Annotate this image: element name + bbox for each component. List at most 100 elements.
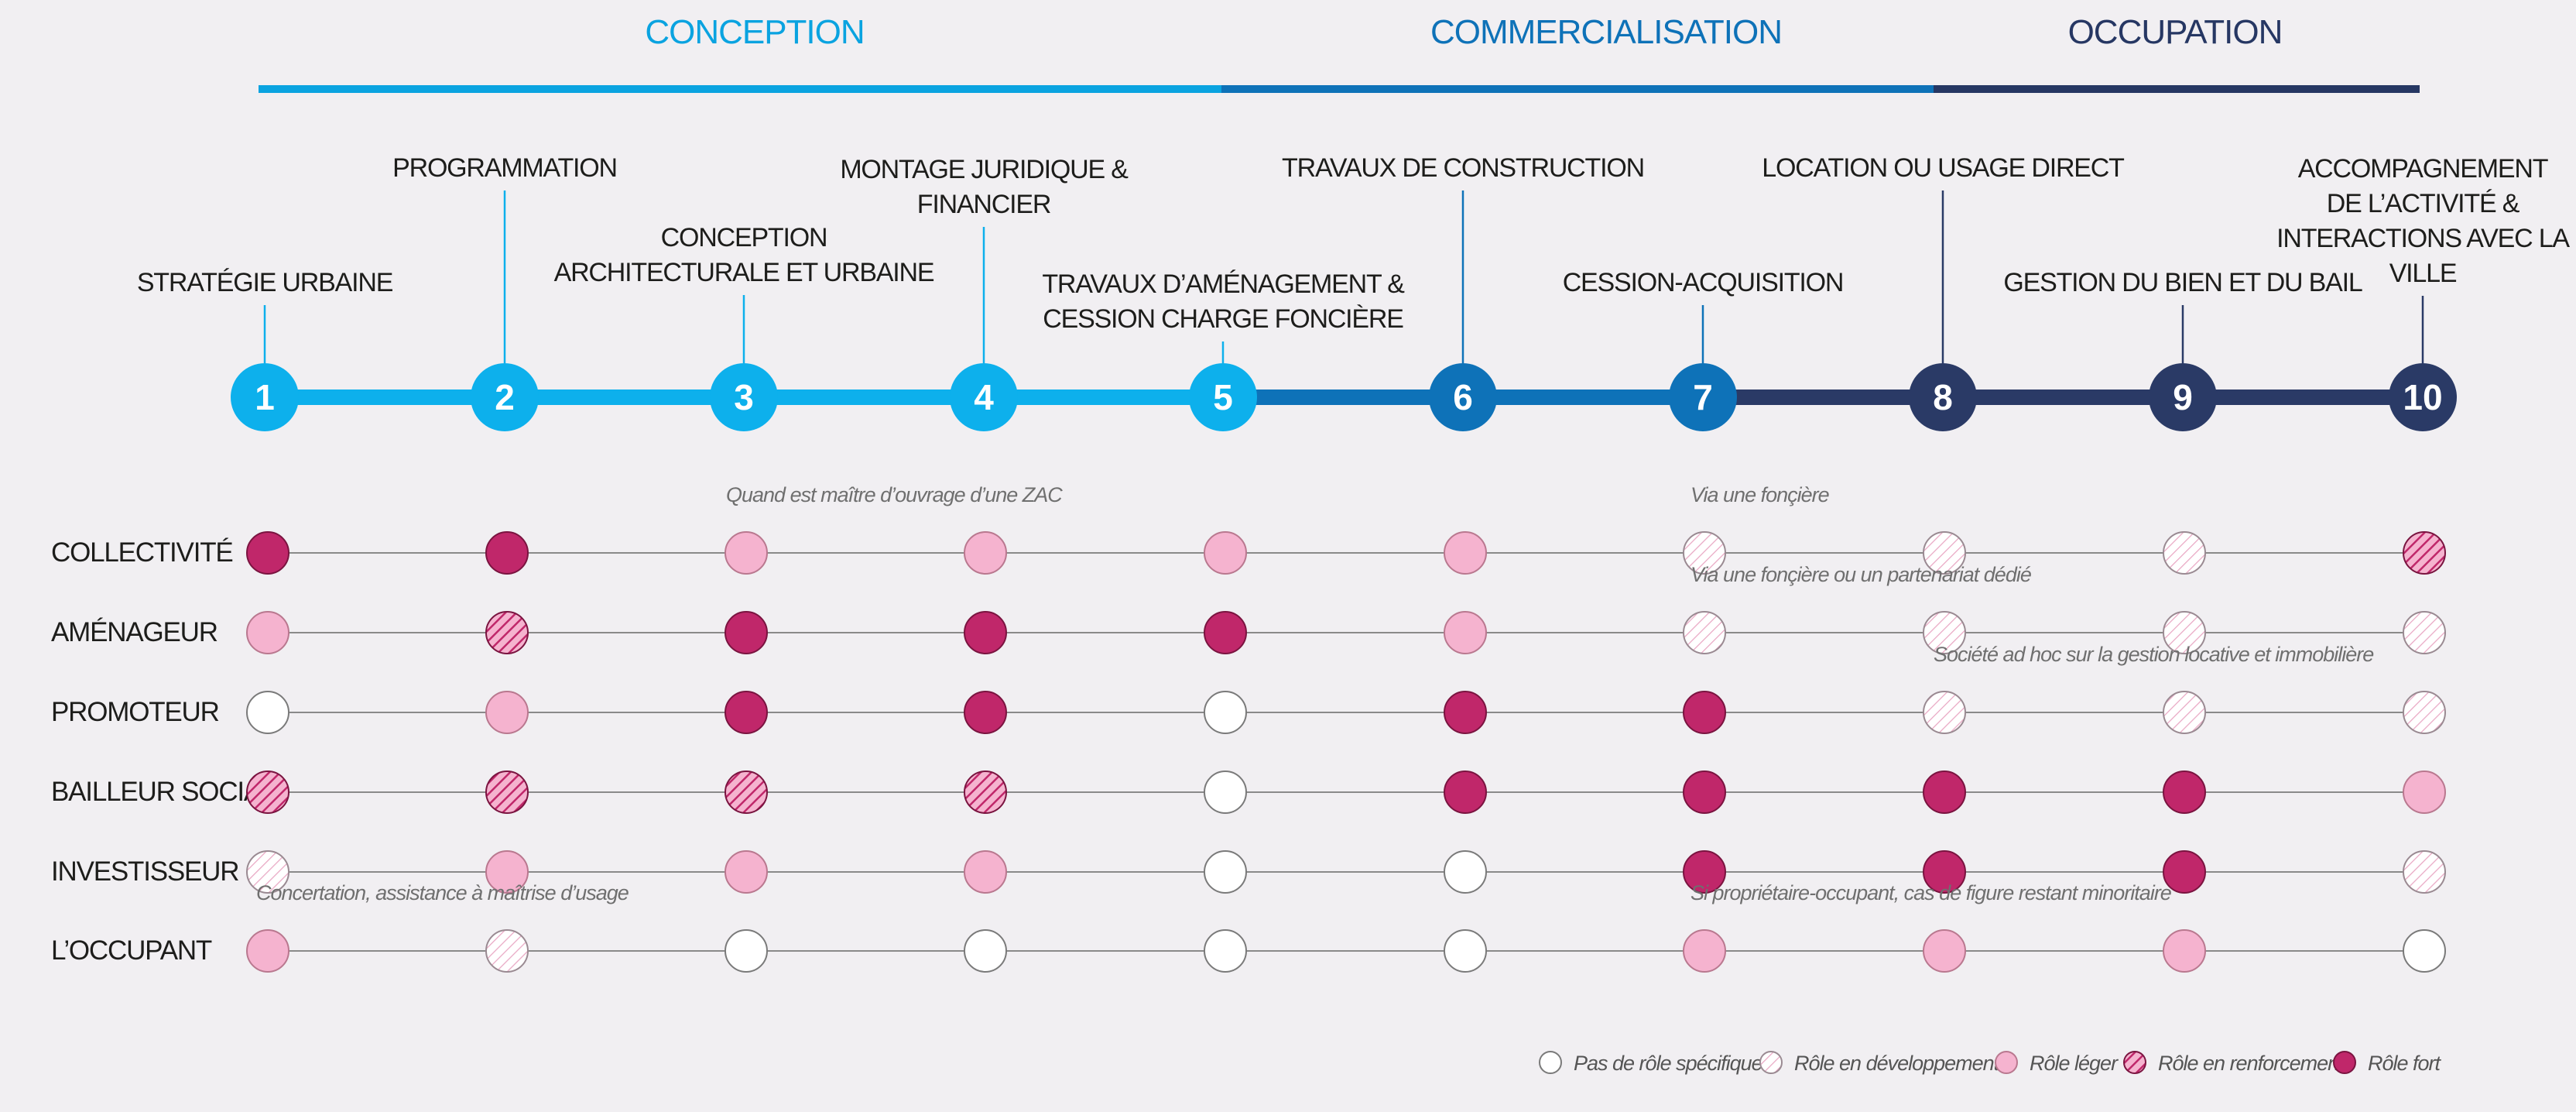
annotation-note: Si propriétaire-occupant, cas de figure … — [1690, 881, 2172, 904]
step-number: 6 — [1453, 377, 1473, 417]
step-circle — [710, 363, 778, 431]
step-circle — [1189, 363, 1257, 431]
step-circle — [2149, 363, 2217, 431]
role-dot-dev — [2403, 691, 2446, 734]
role-dot-renfort — [485, 611, 529, 654]
role-dot-fort — [1923, 771, 1966, 814]
legend-label: Pas de rôle spécifique — [1574, 1052, 1763, 1075]
role-dot-fort — [1683, 771, 1726, 814]
step-number: 7 — [1693, 377, 1713, 417]
step-circle — [2389, 363, 2457, 431]
annotations: Quand est maître d’ouvrage d’une ZAC Via … — [256, 483, 2375, 904]
actor-label: INVESTISSEUR — [51, 856, 238, 887]
role-dot-leger — [964, 531, 1007, 575]
legend-swatch-fort — [2333, 1051, 2356, 1074]
role-dot-leger — [1204, 531, 1247, 575]
step-label: CESSION-ACQUISITION — [1563, 268, 1844, 297]
role-dot-renfort — [724, 771, 768, 814]
step-circle — [1669, 363, 1737, 431]
step-label: DE L’ACTIVITÉ & — [2327, 189, 2520, 218]
role-dot-none — [246, 691, 289, 734]
step-label: PROGRAMMATION — [392, 153, 617, 183]
annotation-note: Via une fonçière — [1690, 483, 1830, 506]
legend-label: Rôle en développement — [1794, 1052, 2001, 1075]
step-number: 3 — [734, 377, 754, 417]
role-dot-dev — [2403, 850, 2446, 894]
step-circle — [1429, 363, 1497, 431]
role-dot-leger — [2403, 771, 2446, 814]
role-dot-dev — [246, 850, 289, 894]
legend: Pas de rôle spécifique Rôle en développem… — [1539, 1051, 2443, 1075]
step-number: 4 — [974, 377, 994, 417]
annotation-note: Via une fonçière ou un partenariat dédié — [1690, 563, 2032, 586]
step-circle — [471, 363, 539, 431]
role-dot-renfort — [485, 771, 529, 814]
step-circle — [231, 363, 299, 431]
step-label: TRAVAUX D’AMÉNAGEMENT & — [1042, 269, 1405, 299]
step-label: FINANCIER — [917, 190, 1050, 219]
step-label: CONCEPTION — [661, 223, 827, 252]
legend-label: Rôle fort — [2368, 1052, 2442, 1075]
phase-label: COMMERCIALISATION — [1430, 13, 1782, 51]
phase-label: CONCEPTION — [645, 13, 864, 51]
legend-swatch-dev — [1759, 1051, 1783, 1074]
legend-label: Rôle en renforcement — [2158, 1052, 2345, 1075]
role-dot-fort — [2163, 771, 2206, 814]
phase-label: OCCUPATION — [2068, 13, 2283, 51]
step-label: LOCATION OU USAGE DIRECT — [1762, 153, 2124, 183]
role-dot-leger — [485, 850, 529, 894]
step-number: 2 — [495, 377, 515, 417]
role-dot-none — [1204, 771, 1247, 814]
role-dot-dev — [485, 929, 529, 973]
role-dot-none — [1444, 929, 1487, 973]
role-dot-leger — [1923, 929, 1966, 973]
role-dot-renfort — [2403, 531, 2446, 575]
role-dot-dev — [1923, 611, 1966, 654]
step-label: GESTION DU BIEN ET DU BAIL — [2003, 268, 2362, 297]
step-number: 10 — [2403, 377, 2442, 417]
role-dot-fort — [485, 531, 529, 575]
step-label: VILLE — [2389, 259, 2457, 288]
role-dot-leger — [246, 929, 289, 973]
role-dot-leger — [2163, 929, 2206, 973]
legend-label: Rôle léger — [2030, 1052, 2119, 1075]
step-label: TRAVAUX DE CONSTRUCTION — [1282, 153, 1644, 183]
legend-swatch-renfort — [2123, 1051, 2146, 1074]
role-dot-leger — [1444, 531, 1487, 575]
role-dot-none — [1204, 691, 1247, 734]
role-dot-fort — [246, 531, 289, 575]
actor-label: AMÉNAGEUR — [51, 617, 218, 647]
role-dot-fort — [1444, 691, 1487, 734]
actor-label: COLLECTIVITÉ — [51, 537, 233, 568]
role-dot-leger — [1683, 929, 1726, 973]
step-label: INTERACTIONS AVEC LA — [2276, 224, 2570, 253]
role-dot-leger — [724, 531, 768, 575]
role-dot-fort — [724, 691, 768, 734]
step-timeline: STRATÉGIE URBAINE 1 PROGRAMMATION 2 CONCEPTI… — [137, 153, 2571, 431]
role-dot-fort — [1683, 850, 1726, 894]
role-dot-leger — [1444, 611, 1487, 654]
step-label: MONTAGE JURIDIQUE & — [840, 155, 1129, 184]
role-dot-dev — [1923, 531, 1966, 575]
role-dot-none — [964, 929, 1007, 973]
role-dot-leger — [964, 850, 1007, 894]
step-circle — [950, 363, 1018, 431]
step-label: ACCOMPAGNEMENT — [2298, 154, 2548, 184]
role-dot-none — [1204, 850, 1247, 894]
step-number: 5 — [1213, 377, 1233, 417]
annotation-note: Quand est maître d’ouvrage d’une ZAC — [726, 483, 1063, 506]
phase-header: CONCEPTION COMMERCIALISATION OCCUPATION — [259, 13, 2420, 93]
step-number: 1 — [255, 377, 275, 417]
step-circle — [1909, 363, 1977, 431]
role-dot-fort — [964, 611, 1007, 654]
role-dot-dev — [2163, 691, 2206, 734]
step-number: 8 — [1933, 377, 1953, 417]
step-label: CESSION CHARGE FONCIÈRE — [1043, 304, 1403, 334]
role-dot-none — [724, 929, 768, 973]
role-dot-dev — [1923, 691, 1966, 734]
annotation-note: Concertation, assistance à maîtrise d’us… — [256, 881, 629, 904]
role-dot-none — [2403, 929, 2446, 973]
role-dot-fort — [964, 691, 1007, 734]
role-dot-fort — [724, 611, 768, 654]
